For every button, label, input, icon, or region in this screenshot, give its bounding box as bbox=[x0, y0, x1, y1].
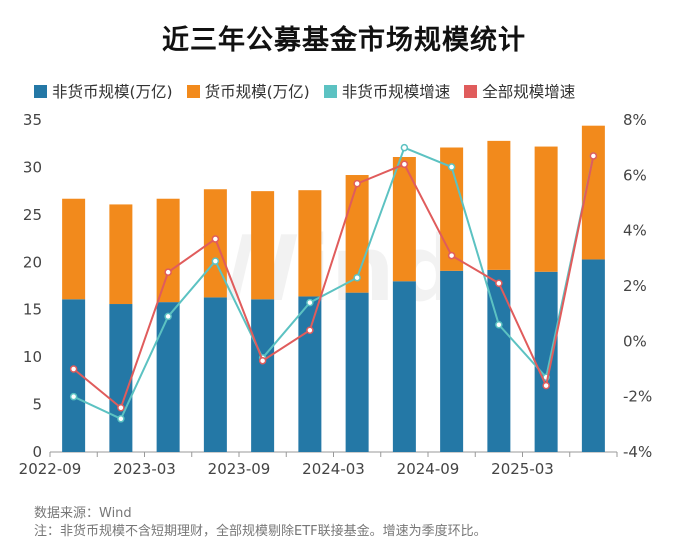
x-tick-label: 2023-03 bbox=[113, 460, 176, 478]
legend-item-currency: 货币规模(万亿) bbox=[186, 80, 310, 102]
bar-currency bbox=[487, 140, 511, 270]
legend-swatch-noncurrency-growth bbox=[323, 84, 337, 98]
chart-notes: 数据来源：Wind 注：非货币规模不含短期理财，全部规模剔除ETF联接基金。增速… bbox=[34, 505, 487, 541]
chart-title: 近三年公募基金市场规模统计 bbox=[162, 25, 526, 56]
bar-noncurrency bbox=[581, 259, 605, 452]
x-tick-label: 2024-09 bbox=[397, 460, 460, 478]
y-right-tick-label: 6% bbox=[623, 166, 647, 184]
y-right-tick-label: 2% bbox=[623, 277, 647, 295]
bar-noncurrency bbox=[298, 296, 322, 452]
bar-currency bbox=[534, 146, 558, 272]
total-growth-line bbox=[72, 155, 595, 410]
legend-item-noncurrency: 非货币规模(万亿) bbox=[34, 80, 173, 102]
note-text: 注：非货币规模不含短期理财，全部规模剔除ETF联接基金。增速为季度环比。 bbox=[34, 524, 487, 539]
noncurrency-growth-point bbox=[306, 298, 314, 307]
bar-noncurrency bbox=[251, 299, 275, 452]
y-left-tick-label: 5 bbox=[32, 396, 42, 414]
y-right-tick-label: -2% bbox=[623, 388, 652, 406]
total-growth-point bbox=[164, 268, 172, 276]
bar-noncurrency bbox=[203, 297, 227, 452]
y-left-tick-label: 10 bbox=[23, 348, 42, 366]
x-tick-label: 2022-09 bbox=[19, 460, 82, 478]
y-left-tick-label: 20 bbox=[23, 253, 42, 271]
noncurrency-growth-line bbox=[73, 146, 595, 421]
total-growth-point bbox=[353, 179, 361, 188]
legend-item-total-growth: 全部规模增速 bbox=[464, 80, 575, 102]
legend-label-currency: 货币规模(万亿) bbox=[204, 83, 310, 101]
y-right-tick-label: -4% bbox=[623, 443, 652, 461]
total-growth-point bbox=[495, 279, 503, 287]
bar-noncurrency bbox=[345, 292, 369, 452]
y-left-tick-label: 30 bbox=[23, 158, 42, 176]
bar-noncurrency bbox=[156, 302, 180, 452]
y-left-tick-label: 0 bbox=[32, 443, 42, 461]
total-growth-point bbox=[258, 356, 267, 365]
total-growth-point bbox=[542, 381, 550, 390]
noncurrency-growth-point bbox=[447, 163, 456, 171]
bar-currency bbox=[203, 189, 227, 298]
bar-currency bbox=[156, 198, 180, 303]
legend-label-total-growth: 全部规模增速 bbox=[482, 83, 576, 101]
x-tick-label: 2024-03 bbox=[302, 460, 365, 478]
bar-currency bbox=[251, 191, 275, 300]
y-left-tick-label: 25 bbox=[23, 206, 42, 224]
bar-currency bbox=[298, 190, 322, 297]
y-left-tick-label: 15 bbox=[23, 301, 42, 319]
noncurrency-growth-point bbox=[353, 273, 361, 282]
bar-currency bbox=[62, 198, 86, 300]
total-growth-point bbox=[447, 251, 456, 260]
noncurrency-growth-point bbox=[495, 320, 503, 329]
total-growth-point bbox=[211, 235, 220, 243]
bar-noncurrency bbox=[487, 269, 511, 452]
y-right-tick-label: 8% bbox=[623, 111, 647, 129]
legend-label-noncurrency-growth: 非货币规模增速 bbox=[341, 83, 451, 101]
bar-noncurrency bbox=[392, 281, 416, 452]
bar-currency bbox=[392, 156, 416, 282]
y-right-tick-label: 0% bbox=[623, 332, 647, 350]
bar-noncurrency bbox=[534, 271, 558, 452]
y-left-tick-label: 35 bbox=[23, 111, 42, 129]
total-growth-point bbox=[400, 160, 409, 169]
bar-currency bbox=[581, 125, 605, 260]
legend-item-noncurrency-growth: 非货币规模增速 bbox=[323, 80, 451, 102]
bar-noncurrency bbox=[62, 299, 86, 452]
noncurrency-growth-point bbox=[117, 415, 125, 423]
total-growth-point bbox=[69, 365, 78, 373]
noncurrency-growth-point bbox=[400, 143, 409, 152]
bar-currency bbox=[109, 204, 133, 305]
x-tick-label: 2023-09 bbox=[208, 460, 271, 478]
bar-currency bbox=[440, 147, 464, 271]
legend-label-noncurrency: 非货币规模(万亿) bbox=[52, 83, 173, 101]
total-growth-point bbox=[117, 403, 125, 412]
chart-legend: 非货币规模(万亿) 货币规模(万亿) 非货币规模增速 全部规模增速 bbox=[34, 80, 678, 102]
total-growth-point bbox=[306, 326, 314, 335]
noncurrency-growth-point bbox=[164, 312, 172, 321]
y-right-tick-label: 4% bbox=[623, 222, 647, 240]
legend-swatch-noncurrency bbox=[34, 84, 47, 98]
bar-noncurrency bbox=[440, 270, 464, 452]
total-growth-point bbox=[589, 152, 598, 160]
noncurrency-growth-point bbox=[211, 257, 220, 265]
x-tick-label: 2025-03 bbox=[491, 460, 554, 478]
noncurrency-growth-point bbox=[69, 392, 78, 401]
legend-swatch-total-growth bbox=[464, 84, 478, 98]
source-text: 数据来源：Wind bbox=[34, 506, 132, 521]
bar-noncurrency bbox=[109, 304, 133, 452]
legend-swatch-currency bbox=[186, 84, 200, 98]
